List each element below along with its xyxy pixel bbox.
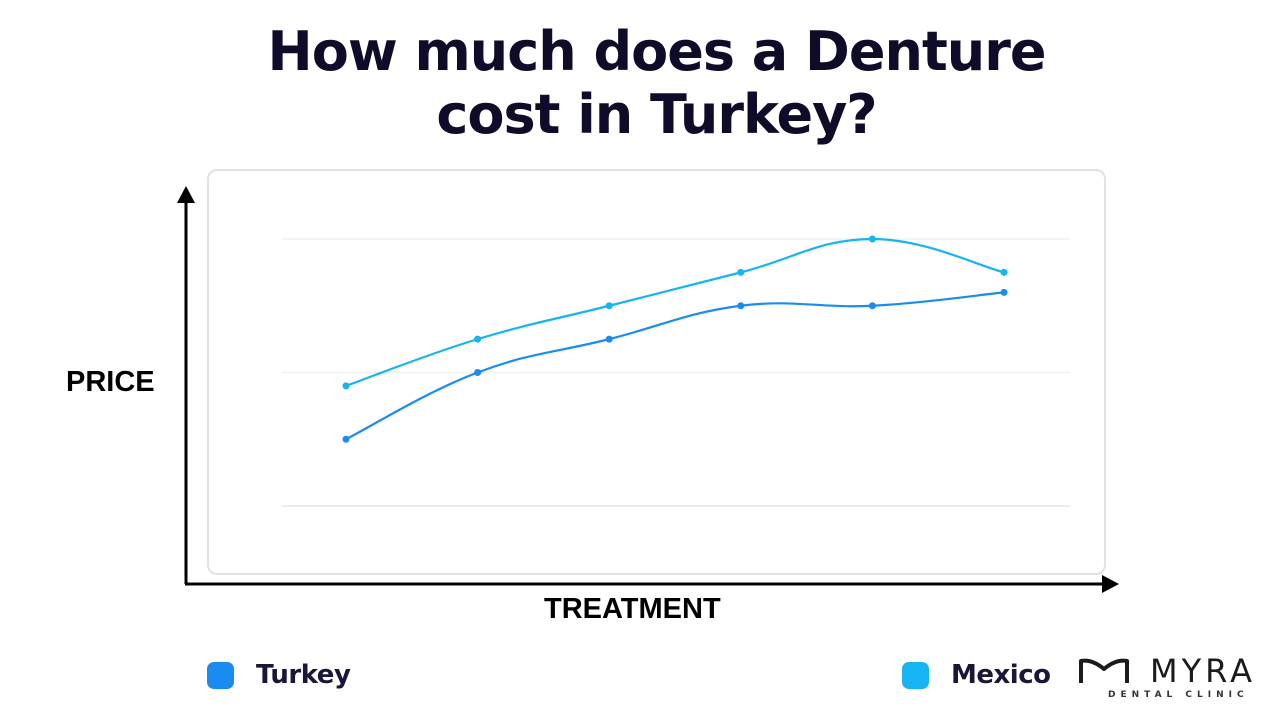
data-point-turkey[interactable] xyxy=(342,435,350,443)
data-point-turkey[interactable] xyxy=(737,302,745,310)
logo-name: MYRA xyxy=(1150,652,1256,690)
y-axis-label: PRICE xyxy=(66,366,155,398)
series-line-turkey xyxy=(345,291,1005,441)
legend-label-mexico: Mexico xyxy=(951,660,1051,690)
x-axis-label: TREATMENT xyxy=(544,593,721,625)
title-line-1: How much does a Denture xyxy=(267,20,1047,83)
logo-subtitle: DENTAL CLINIC xyxy=(1108,690,1249,700)
y-axis xyxy=(177,186,195,584)
brand-logo: MYRA DENTAL CLINIC xyxy=(1078,652,1258,706)
series-line-mexico xyxy=(345,237,1005,387)
legend-label-turkey: Turkey xyxy=(256,660,351,690)
data-point-turkey[interactable] xyxy=(868,302,876,310)
data-point-turkey[interactable] xyxy=(605,335,613,343)
gridlines xyxy=(282,238,1070,507)
data-point-mexico[interactable] xyxy=(342,382,350,390)
x-axis xyxy=(185,575,1119,593)
title-line-2: cost in Turkey? xyxy=(436,83,877,146)
legend-swatch-turkey xyxy=(207,661,234,689)
data-point-mexico[interactable] xyxy=(474,335,482,343)
data-point-mexico[interactable] xyxy=(1000,268,1008,276)
legend-swatch-mexico xyxy=(902,661,929,689)
page-title: How much does a Denture cost in Turkey? xyxy=(0,20,1280,146)
myra-m-icon xyxy=(1079,658,1129,683)
legend-item-mexico[interactable]: Mexico xyxy=(902,660,1051,690)
data-point-mexico[interactable] xyxy=(868,235,876,243)
y-axis-arrow-icon xyxy=(177,186,195,203)
legend-item-turkey[interactable]: Turkey xyxy=(207,660,351,690)
data-point-mexico[interactable] xyxy=(737,268,745,276)
x-axis-arrow-icon xyxy=(1102,575,1119,593)
chart-series xyxy=(342,235,1008,443)
data-point-turkey[interactable] xyxy=(1000,288,1008,296)
data-point-turkey[interactable] xyxy=(474,369,482,376)
data-point-mexico[interactable] xyxy=(605,302,613,310)
